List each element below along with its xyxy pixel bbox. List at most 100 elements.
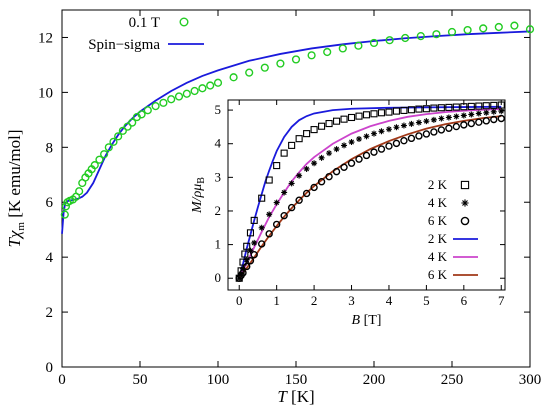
data-point	[174, 92, 184, 101]
main-x-tick-label: 300	[519, 372, 542, 388]
inset-data-point	[280, 211, 288, 220]
legend-marker-open-square	[460, 180, 470, 190]
inset-data-point	[445, 103, 453, 111]
inset-data-point	[378, 128, 385, 135]
legend-label-2K-line: 2 K	[428, 231, 448, 246]
inset-data-point	[318, 154, 325, 161]
inset-points-6K	[235, 114, 505, 282]
inset-data-point	[251, 239, 258, 246]
main-y-axis-subscript: m	[15, 222, 27, 231]
legend-marker-0-1T	[179, 17, 189, 27]
data-point	[385, 36, 394, 45]
main-y-tick-label: 12	[38, 30, 53, 46]
legend-label-4K-line: 4 K	[428, 249, 448, 264]
main-y-tick-label: 2	[46, 305, 54, 321]
inset-x-tick-label: 0	[236, 293, 243, 308]
inset-data-point	[250, 216, 258, 224]
inset-y-axis-symbol: M/ρμ	[190, 184, 205, 214]
inset-data-point	[347, 159, 356, 167]
inset-data-point	[333, 146, 340, 153]
inset-data-point	[340, 163, 348, 171]
main-x-axis-unit: [K]	[287, 387, 315, 406]
inset-data-point	[430, 104, 438, 112]
inset-data-point	[302, 189, 311, 198]
inset-data-point	[453, 113, 460, 120]
data-point	[206, 81, 215, 90]
inset-data-point	[415, 105, 423, 113]
inset-data-point	[407, 106, 415, 114]
main-x-tick-label: 50	[133, 372, 148, 388]
inset-data-point	[490, 101, 498, 109]
inset-data-point	[430, 128, 438, 136]
inset-data-point	[246, 229, 255, 237]
inset-data-point	[445, 114, 452, 121]
main-x-tick-label: 150	[285, 372, 308, 388]
main-legend: 0.1 T Spin−sigma	[88, 15, 204, 53]
legend-label-4K-points: 4 K	[428, 195, 448, 210]
data-point	[159, 98, 168, 107]
inset-data-point	[288, 180, 295, 187]
inset-data-point	[243, 262, 251, 271]
inset-data-point	[385, 142, 393, 150]
data-point	[354, 41, 363, 50]
legend-label-6K-points: 6 K	[428, 213, 448, 228]
data-point	[75, 187, 84, 196]
series-points-0-1T	[60, 21, 535, 219]
main-y-axis-symbol: Tχ	[5, 230, 24, 247]
inset-y-tick-label: 1	[215, 237, 222, 252]
legend-marker-asterisk	[461, 199, 469, 207]
main-y-tick-label: 6	[46, 195, 54, 211]
inset-data-point	[490, 108, 497, 115]
inset-x-tick-label: 2	[311, 293, 318, 308]
inset-y-axis-label: M/ρμB	[190, 177, 207, 214]
data-point	[463, 25, 472, 35]
inset-data-point	[400, 106, 408, 114]
data-point	[369, 38, 379, 48]
inset-data-point	[370, 148, 378, 156]
inset-data-point	[311, 160, 318, 167]
inset-x-tick-label: 3	[348, 293, 355, 308]
data-point	[109, 137, 118, 146]
inset-data-point	[273, 199, 280, 206]
inset-data-point	[422, 130, 431, 138]
inset-y-tick-label: 2	[215, 203, 222, 218]
inset-data-point	[243, 242, 251, 250]
inset-y-tick-label: 0	[215, 270, 222, 285]
data-point	[137, 110, 146, 119]
inset-data-point	[239, 269, 247, 277]
inset-data-point	[347, 113, 356, 122]
inset-data-point	[482, 102, 490, 110]
inset-data-point	[460, 103, 468, 111]
main-x-tick-label: 250	[441, 372, 464, 388]
inset-x-tick-label: 6	[461, 293, 468, 308]
inset-data-point	[258, 194, 266, 202]
inset-data-point	[385, 126, 392, 133]
inset-data-point	[295, 135, 303, 143]
data-point	[118, 126, 127, 135]
inset-data-point	[303, 165, 310, 172]
data-point	[90, 161, 99, 170]
inset-data-point	[475, 118, 483, 126]
data-point	[190, 86, 199, 96]
data-point	[213, 78, 223, 87]
main-x-axis-symbol: T	[277, 387, 288, 406]
inset-data-point	[326, 150, 333, 157]
data-point	[128, 118, 137, 127]
data-point	[416, 31, 425, 41]
data-point	[276, 59, 285, 68]
inset-data-point	[392, 139, 401, 148]
main-x-axis-label: T [K]	[277, 387, 314, 406]
inset-data-point	[257, 240, 266, 248]
legend-label-6K-line: 6 K	[428, 267, 448, 282]
data-point	[61, 202, 71, 211]
inset-data-point	[363, 133, 370, 140]
inset-data-point	[407, 134, 416, 143]
data-point	[114, 132, 123, 141]
inset-data-point	[295, 196, 303, 204]
inset-data-point	[246, 257, 255, 265]
inset-data-point	[385, 108, 393, 116]
main-y-tick-label: 10	[38, 85, 53, 101]
data-point	[291, 55, 301, 64]
